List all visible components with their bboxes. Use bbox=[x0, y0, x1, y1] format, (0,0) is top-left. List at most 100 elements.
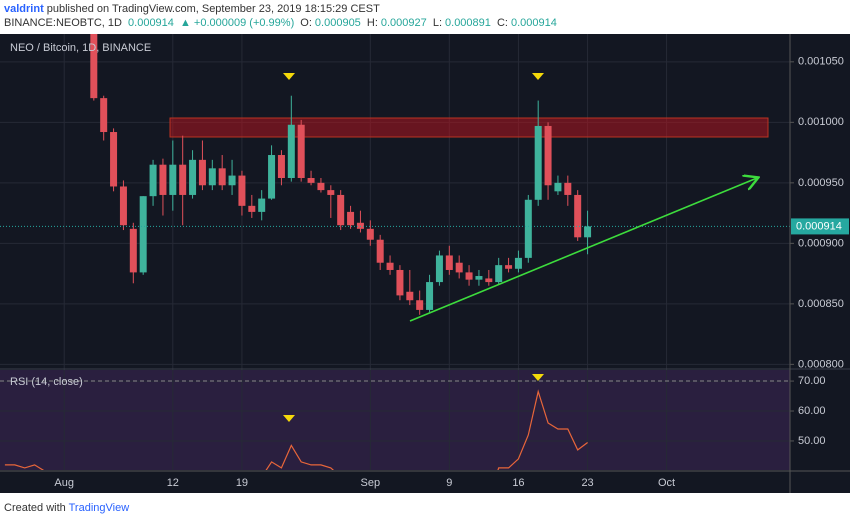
x-tick-label: 19 bbox=[236, 477, 248, 489]
candle-body bbox=[376, 239, 384, 263]
candle-body bbox=[544, 125, 552, 186]
candle-body bbox=[396, 269, 404, 296]
h-label: H: bbox=[366, 17, 378, 29]
last-price-box bbox=[791, 218, 849, 235]
candle-body bbox=[534, 125, 542, 200]
candle-body bbox=[327, 190, 335, 195]
y-tick-label: 50.00 bbox=[798, 435, 826, 447]
y-tick-label: 0.000950 bbox=[798, 177, 844, 189]
candle-body bbox=[119, 186, 127, 226]
candle-body bbox=[485, 278, 493, 283]
l-label: L: bbox=[432, 17, 443, 29]
candle-body bbox=[584, 226, 592, 238]
x-tick-label: 23 bbox=[581, 477, 593, 489]
candle-body bbox=[554, 182, 562, 192]
footer-text: Created with bbox=[4, 502, 66, 514]
x-tick-label: 9 bbox=[446, 477, 452, 489]
rsi-marker bbox=[283, 415, 295, 422]
candle-body bbox=[297, 124, 305, 179]
trend-line bbox=[409, 178, 757, 322]
candle-body bbox=[129, 228, 137, 273]
candle-body bbox=[169, 164, 177, 195]
candle-body bbox=[139, 196, 147, 273]
candle-body bbox=[505, 265, 513, 269]
candle-body bbox=[455, 262, 463, 273]
h: 0.000927 bbox=[380, 17, 427, 29]
author[interactable]: valdrint bbox=[4, 3, 44, 15]
o-label: O: bbox=[300, 17, 312, 29]
change: ▲ +0.000009 (+0.99%) bbox=[179, 17, 295, 29]
candle-body bbox=[238, 175, 246, 206]
x-tick-label: 16 bbox=[512, 477, 524, 489]
candle-body bbox=[228, 175, 236, 186]
y-tick-label: 60.00 bbox=[798, 405, 826, 417]
candle-body bbox=[366, 228, 374, 240]
y-tick-label: 70.00 bbox=[798, 375, 826, 387]
footer: Created with TradingView bbox=[4, 502, 129, 514]
candle-body bbox=[90, 34, 98, 99]
published: published on TradingView.com, September … bbox=[46, 3, 380, 15]
symbol: BINANCE:NEOBTC, 1D bbox=[4, 17, 122, 29]
publish-line: valdrint published on TradingView.com, Se… bbox=[4, 3, 383, 15]
candle-body bbox=[564, 182, 572, 195]
candle-body bbox=[268, 155, 276, 199]
candle-body bbox=[149, 164, 157, 197]
y-tick-label: 0.001050 bbox=[798, 56, 844, 68]
candle-body bbox=[248, 205, 256, 212]
candle-body bbox=[100, 98, 108, 133]
candle-body bbox=[475, 276, 483, 280]
candle-body bbox=[317, 182, 325, 191]
candle-body bbox=[159, 164, 167, 195]
candle-body bbox=[416, 300, 424, 310]
candle-body bbox=[189, 159, 197, 195]
rsi-marker bbox=[532, 374, 544, 381]
x-tick-label: Oct bbox=[658, 477, 675, 489]
o: 0.000905 bbox=[314, 17, 361, 29]
candle-body bbox=[445, 255, 453, 270]
candle-body bbox=[258, 198, 266, 212]
x-tick-label: Aug bbox=[54, 477, 74, 489]
y-tick-label: 0.000850 bbox=[798, 298, 844, 310]
footer-brand[interactable]: TradingView bbox=[68, 502, 130, 514]
rsi-band bbox=[0, 370, 790, 470]
candle-body bbox=[406, 291, 414, 301]
candle-body bbox=[179, 164, 187, 195]
candle-body bbox=[514, 257, 522, 269]
peak-marker bbox=[283, 73, 295, 80]
rsi-title: RSI (14, close) bbox=[10, 376, 83, 388]
last-price-label: 0.000914 bbox=[796, 220, 842, 232]
candle-body bbox=[198, 159, 206, 186]
candle-body bbox=[495, 265, 503, 283]
candle-body bbox=[277, 155, 285, 179]
chart: NEO / Bitcoin, 1D, BINANCE RSI (14, clos… bbox=[0, 34, 850, 493]
y-tick-label: 0.000800 bbox=[798, 358, 844, 370]
candle-body bbox=[524, 199, 532, 258]
peak-marker bbox=[532, 73, 544, 80]
price: 0.000914 bbox=[128, 17, 174, 29]
c: 0.000914 bbox=[510, 17, 557, 29]
candle-body bbox=[386, 262, 394, 270]
y-tick-label: 0.000900 bbox=[798, 237, 844, 249]
resistance-zone bbox=[169, 117, 769, 138]
candle-body bbox=[465, 272, 473, 280]
x-tick-label: 12 bbox=[167, 477, 179, 489]
candle-body bbox=[337, 194, 345, 226]
candle-body bbox=[356, 222, 364, 229]
candle-body bbox=[287, 124, 295, 179]
chart-title: NEO / Bitcoin, 1D, BINANCE bbox=[10, 42, 151, 54]
candle-body bbox=[110, 132, 118, 187]
x-tick-label: Sep bbox=[361, 477, 381, 489]
candle-body bbox=[426, 282, 434, 310]
rsi-line bbox=[4, 389, 588, 470]
candle-body bbox=[574, 194, 582, 238]
candle-body bbox=[347, 211, 355, 226]
candle-body bbox=[218, 168, 226, 186]
y-tick-label: 0.001000 bbox=[798, 116, 844, 128]
candle-body bbox=[435, 255, 443, 283]
l: 0.000891 bbox=[445, 17, 491, 29]
candle-body bbox=[307, 178, 315, 183]
quote-line: BINANCE:NEOBTC, 1D 0.000914 ▲ +0.000009 … bbox=[4, 17, 560, 29]
c-label: C: bbox=[496, 17, 508, 29]
candle-body bbox=[208, 168, 216, 186]
